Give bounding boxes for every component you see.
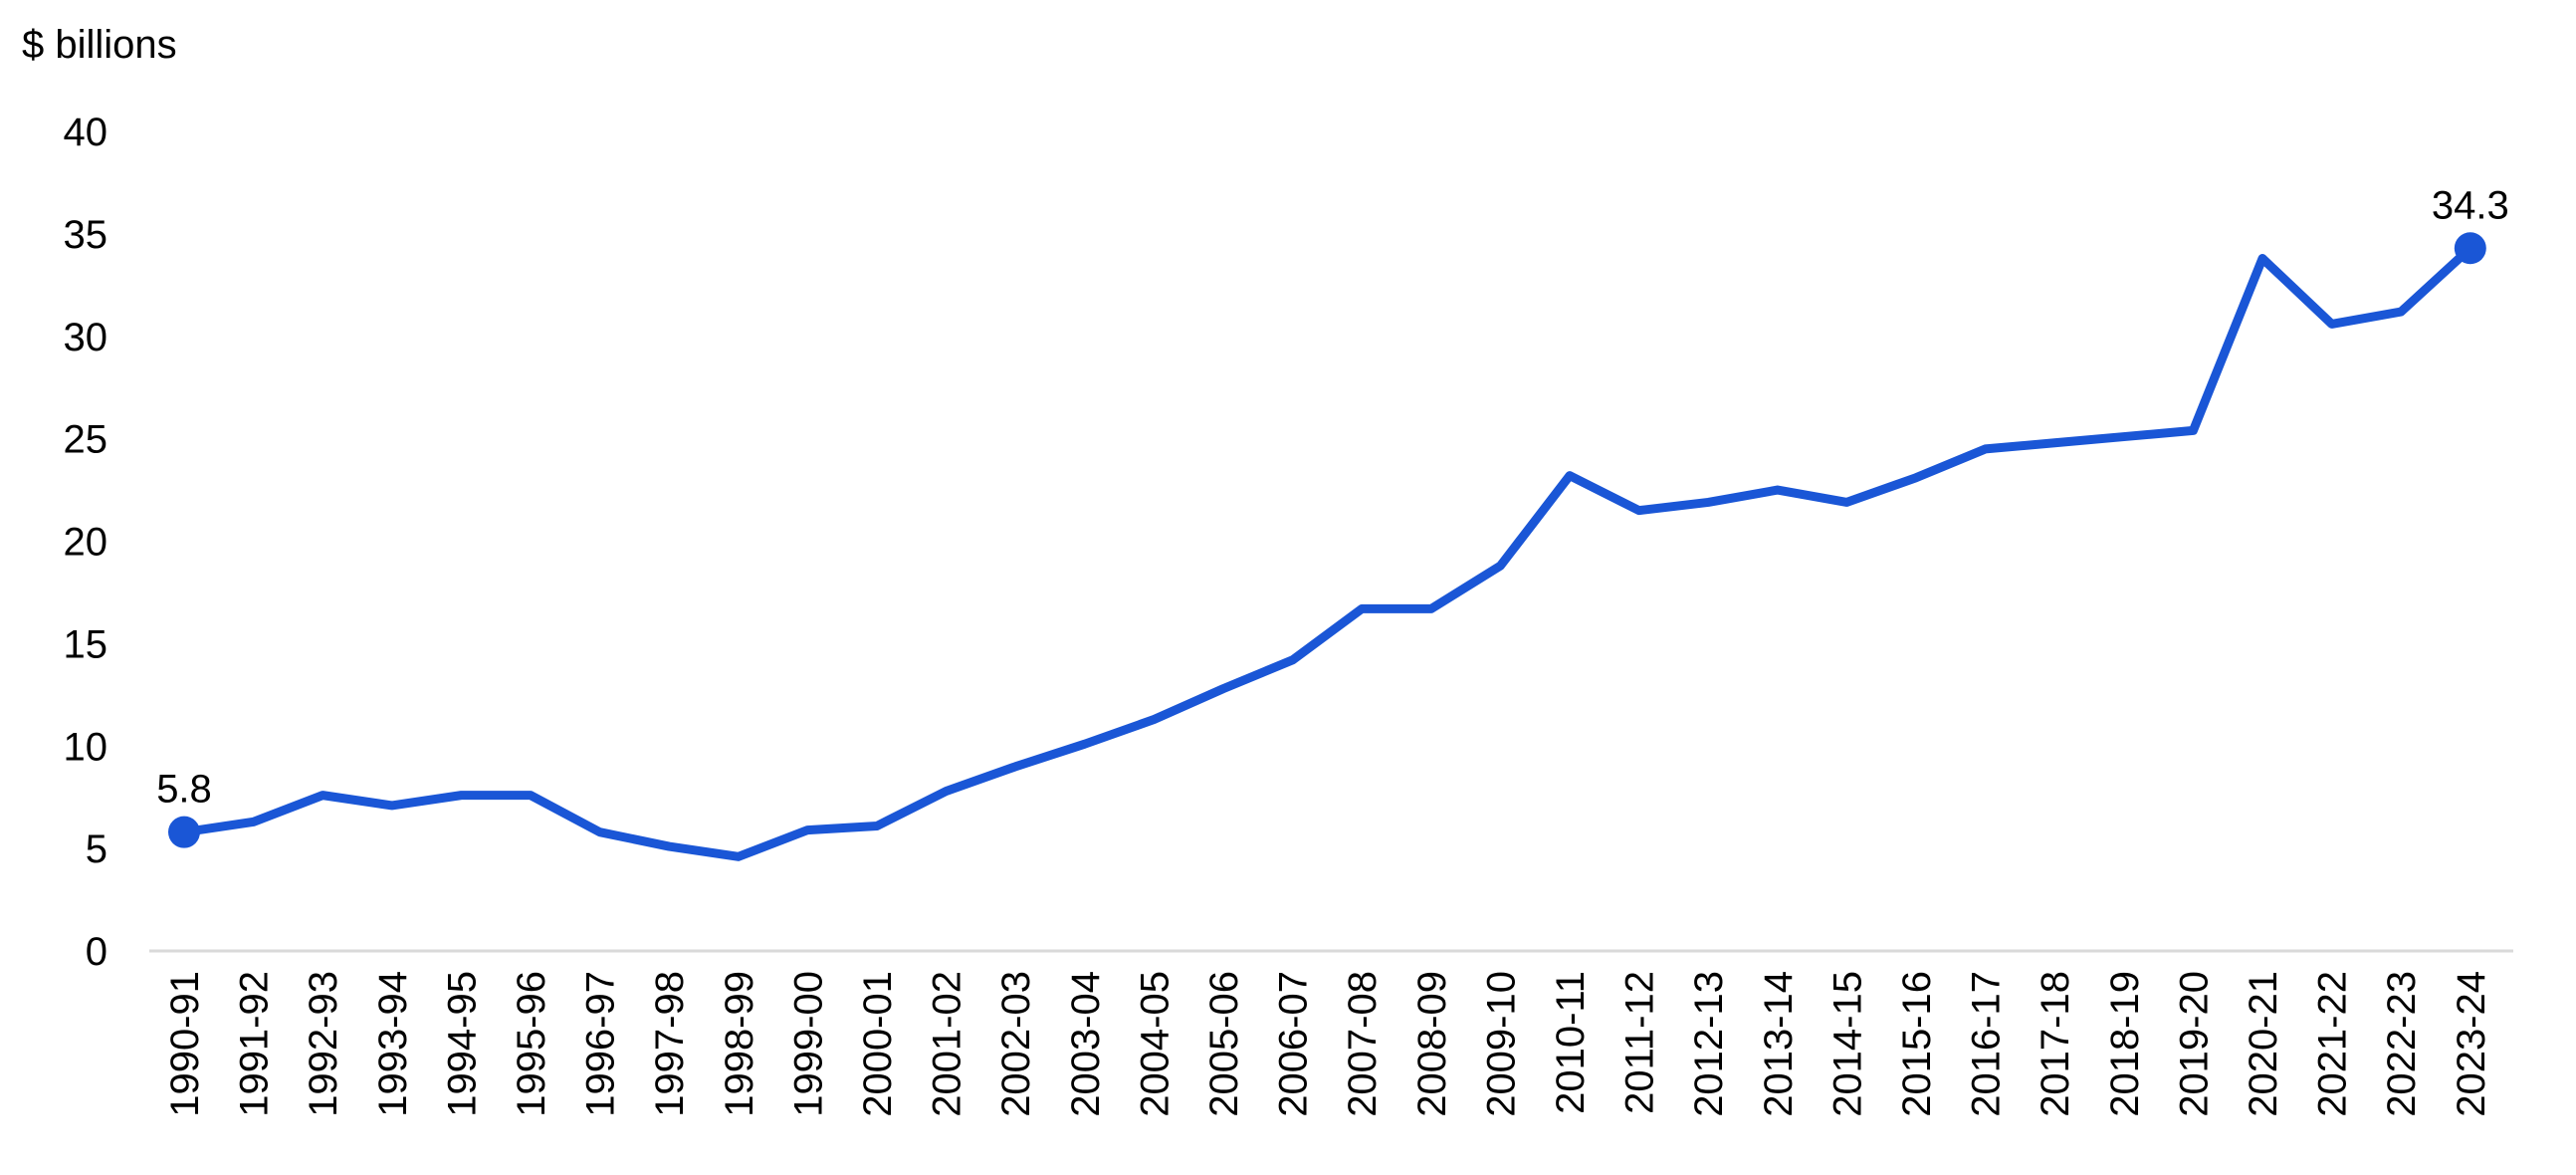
- y-tick-label: 0: [86, 930, 107, 974]
- x-tick-label: 2022-23: [2380, 971, 2424, 1117]
- x-tick-label: 2023-24: [2450, 971, 2493, 1117]
- x-tick-label: 2014-15: [1825, 971, 1869, 1117]
- series-layer: [179, 243, 2475, 861]
- x-tick-label: 1993-94: [371, 971, 415, 1117]
- x-tick-label: 2019-20: [2172, 971, 2216, 1117]
- x-tick-label: 2007-08: [1341, 971, 1385, 1117]
- x-tick-label: 2009-10: [1479, 971, 1523, 1117]
- y-tick-label: 20: [64, 521, 108, 565]
- x-tick-label: 2003-04: [1064, 971, 1108, 1117]
- x-tick-label: 1998-99: [718, 971, 761, 1117]
- y-axis-title: $ billions: [22, 23, 177, 67]
- x-tick-label: 1990-91: [163, 971, 207, 1117]
- x-tick-label: 2008-09: [1410, 971, 1454, 1117]
- x-tick-label: 2006-07: [1272, 971, 1316, 1117]
- x-tick-label: 2010-11: [1549, 971, 1593, 1114]
- x-tick-label: 1997-98: [648, 971, 692, 1117]
- y-tick-label: 40: [64, 111, 108, 154]
- x-tick-label: 1994-95: [440, 971, 484, 1117]
- y-tick-label: 15: [64, 622, 108, 666]
- x-tick-label: 2004-05: [1133, 971, 1177, 1117]
- series-line: [179, 243, 2475, 861]
- y-tick-label: 5: [86, 827, 107, 871]
- x-tick-label: 2017-18: [2034, 971, 2077, 1117]
- x-axis-ticks: 1990-91 1991-92 1992-93 1993-94 1994-95 1995-…: [163, 971, 2493, 1117]
- data-label: 5.8: [156, 768, 212, 812]
- y-tick-label: 30: [64, 316, 108, 359]
- x-tick-label: 2012-13: [1687, 971, 1731, 1117]
- x-tick-label: 2018-19: [2103, 971, 2147, 1117]
- x-tick-label: 1992-93: [302, 971, 345, 1117]
- endpoint-marker: [168, 816, 200, 848]
- y-tick-label: 25: [64, 418, 108, 462]
- x-tick-label: 2015-16: [1895, 971, 1939, 1117]
- x-tick-label: 2016-17: [1965, 971, 2009, 1117]
- data-labels-layer: 5.8 34.3: [156, 183, 2509, 848]
- x-tick-label: 2000-01: [856, 971, 900, 1117]
- x-tick-label: 1995-96: [510, 971, 553, 1117]
- y-tick-label: 35: [64, 213, 108, 257]
- x-tick-label: 1999-00: [786, 971, 830, 1117]
- x-tick-label: 2001-02: [926, 971, 969, 1117]
- x-tick-label: 2002-03: [994, 971, 1038, 1117]
- x-tick-label: 2011-12: [1618, 971, 1662, 1114]
- x-tick-label: 2020-21: [2242, 971, 2285, 1117]
- x-tick-label: 1991-92: [233, 971, 277, 1117]
- x-tick-label: 2013-14: [1757, 971, 1801, 1117]
- x-tick-label: 2021-22: [2311, 971, 2355, 1117]
- y-tick-label: 10: [64, 725, 108, 769]
- data-label: 34.3: [2432, 183, 2509, 227]
- x-tick-label: 2005-06: [1202, 971, 1246, 1117]
- endpoint-marker: [2454, 232, 2486, 265]
- x-tick-label: 1996-97: [579, 971, 623, 1117]
- y-axis-ticks: 0 5 10 15 20 25 30 35 40: [64, 111, 108, 974]
